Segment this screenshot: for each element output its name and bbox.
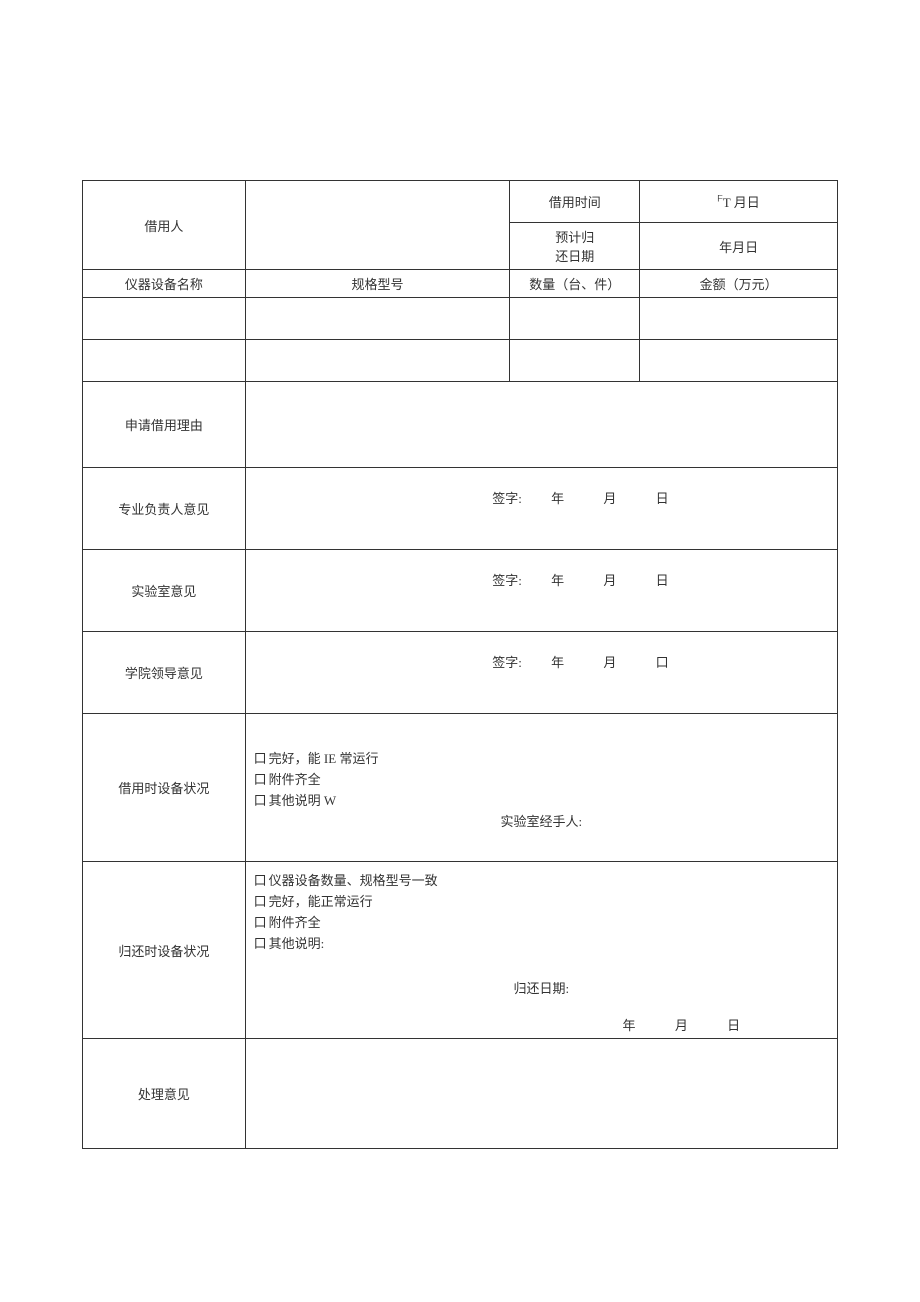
opinion3-sign-row: 签字: 年 月 口 [254,652,829,671]
return-status-checkboxes: 口仪器设备数量、规格型号一致 口完好，能正常运行 口附件齐全 口其他说明: [254,866,829,954]
borrow-status-handler: 实验室经手人: [254,811,829,832]
checkbox-icon: 口 [254,870,267,889]
sign-date-2: 年 月 日 [533,570,821,589]
day-1: 日 [656,491,669,506]
handle-value-cell[interactable] [245,1039,837,1149]
borrower-label-cell: 借用人 [83,181,246,270]
sign-label-1: 签字: [254,488,530,507]
month-2: 月 [603,573,616,588]
opinion3-label: 学院领导意见 [125,666,203,681]
return-date-label1: 预计归 [555,230,594,245]
borrow-status-value-cell[interactable]: 口完好，能 IE 常运行 口附件齐全 口其他说明 W 实验室经手人: [245,714,837,862]
return-status-line3[interactable]: 口附件齐全 [254,912,829,931]
borrow-time-label-cell: 借用时间 [510,181,640,223]
borrow-status-line3[interactable]: 口其他说明 W [254,790,829,809]
opinion1-label-cell: 专业负责人意见 [83,468,246,550]
return-status-line1[interactable]: 口仪器设备数量、规格型号一致 [254,870,829,889]
sign-date-1: 年 月 日 [533,488,821,507]
month-3: 月 [603,655,616,670]
return-status-value-cell[interactable]: 口仪器设备数量、规格型号一致 口完好，能正常运行 口附件齐全 口其他说明: 归还… [245,862,837,1039]
day-2: 日 [656,573,669,588]
return-month: 月 [675,1018,688,1033]
header-name: 仪器设备名称 [83,270,246,298]
opinion2-label: 实验室意见 [131,584,196,599]
checkbox-icon: 口 [254,769,267,788]
data-r1c2[interactable] [245,298,510,340]
borrow-status-checkboxes: 口完好，能 IE 常运行 口附件齐全 口其他说明 W [254,744,829,811]
opinion2-value-cell[interactable]: 签字: 年 月 日 [245,550,837,632]
checkbox-icon: 口 [254,748,267,767]
day-3: 口 [656,655,669,670]
opinion1-label: 专业负责人意见 [118,502,209,517]
opinion2-label-cell: 实验室意见 [83,550,246,632]
borrower-value-cell[interactable] [245,181,510,270]
borrow-time-label: 借用时间 [549,195,601,210]
borrow-status-label: 借用时设备状况 [118,781,209,796]
header-spec: 规格型号 [245,270,510,298]
return-year: 年 [623,1018,636,1033]
header-amount: 金额（万元） [640,270,838,298]
data-r2c3[interactable] [510,340,640,382]
data-r2c2[interactable] [245,340,510,382]
sign-label-3: 签字: [254,652,530,671]
header-qty: 数量（台、件） [510,270,640,298]
return-status-line2[interactable]: 口完好，能正常运行 [254,891,829,910]
opinion3-label-cell: 学院领导意见 [83,632,246,714]
equipment-loan-form: 借用人 借用时间 ᖴT 月日 预计归 还日期 年月日 仪器设备名称 规格型号 数… [82,180,838,1149]
borrow-status-line2[interactable]: 口附件齐全 [254,769,829,788]
opinion1-value-cell[interactable]: 签字: 年 月 日 [245,468,837,550]
return-date-inner-line: 年 月 日 [254,1015,829,1034]
borrow-time-value-cell[interactable]: ᖴT 月日 [640,181,838,223]
opinion2-sign-row: 签字: 年 月 日 [254,570,829,589]
handle-label: 处理意见 [138,1087,190,1102]
return-date-label2: 还日期 [555,249,594,264]
return-date-label-cell: 预计归 还日期 [510,223,640,270]
year-2: 年 [551,573,564,588]
opinion1-sign-row: 签字: 年 月 日 [254,488,829,507]
month-1: 月 [603,491,616,506]
borrower-label: 借用人 [144,219,183,234]
checkbox-icon: 口 [254,790,267,809]
sign-label-2: 签字: [254,570,530,589]
return-date-value-cell[interactable]: 年月日 [640,223,838,270]
return-status-line4[interactable]: 口其他说明: [254,933,829,952]
data-r1c4[interactable] [640,298,838,340]
data-r1c3[interactable] [510,298,640,340]
year-3: 年 [551,655,564,670]
return-date-inner-label: 归还日期: [254,978,829,997]
data-r2c1[interactable] [83,340,246,382]
reason-label: 申请借用理由 [125,418,203,433]
handle-label-cell: 处理意见 [83,1039,246,1149]
reason-label-cell: 申请借用理由 [83,382,246,468]
return-status-label-cell: 归还时设备状况 [83,862,246,1039]
sign-date-3: 年 月 口 [533,652,821,671]
return-status-label: 归还时设备状况 [118,944,209,959]
return-date-value: 年月日 [719,240,758,255]
opinion3-value-cell[interactable]: 签字: 年 月 口 [245,632,837,714]
borrow-time-value: T 月日 [723,195,760,210]
checkbox-icon: 口 [254,933,267,952]
data-r1c1[interactable] [83,298,246,340]
year-1: 年 [551,491,564,506]
data-r2c4[interactable] [640,340,838,382]
return-day: 日 [727,1018,740,1033]
borrow-status-label-cell: 借用时设备状况 [83,714,246,862]
borrow-status-line1[interactable]: 口完好，能 IE 常运行 [254,748,829,767]
checkbox-icon: 口 [254,912,267,931]
reason-value-cell[interactable] [245,382,837,468]
checkbox-icon: 口 [254,891,267,910]
